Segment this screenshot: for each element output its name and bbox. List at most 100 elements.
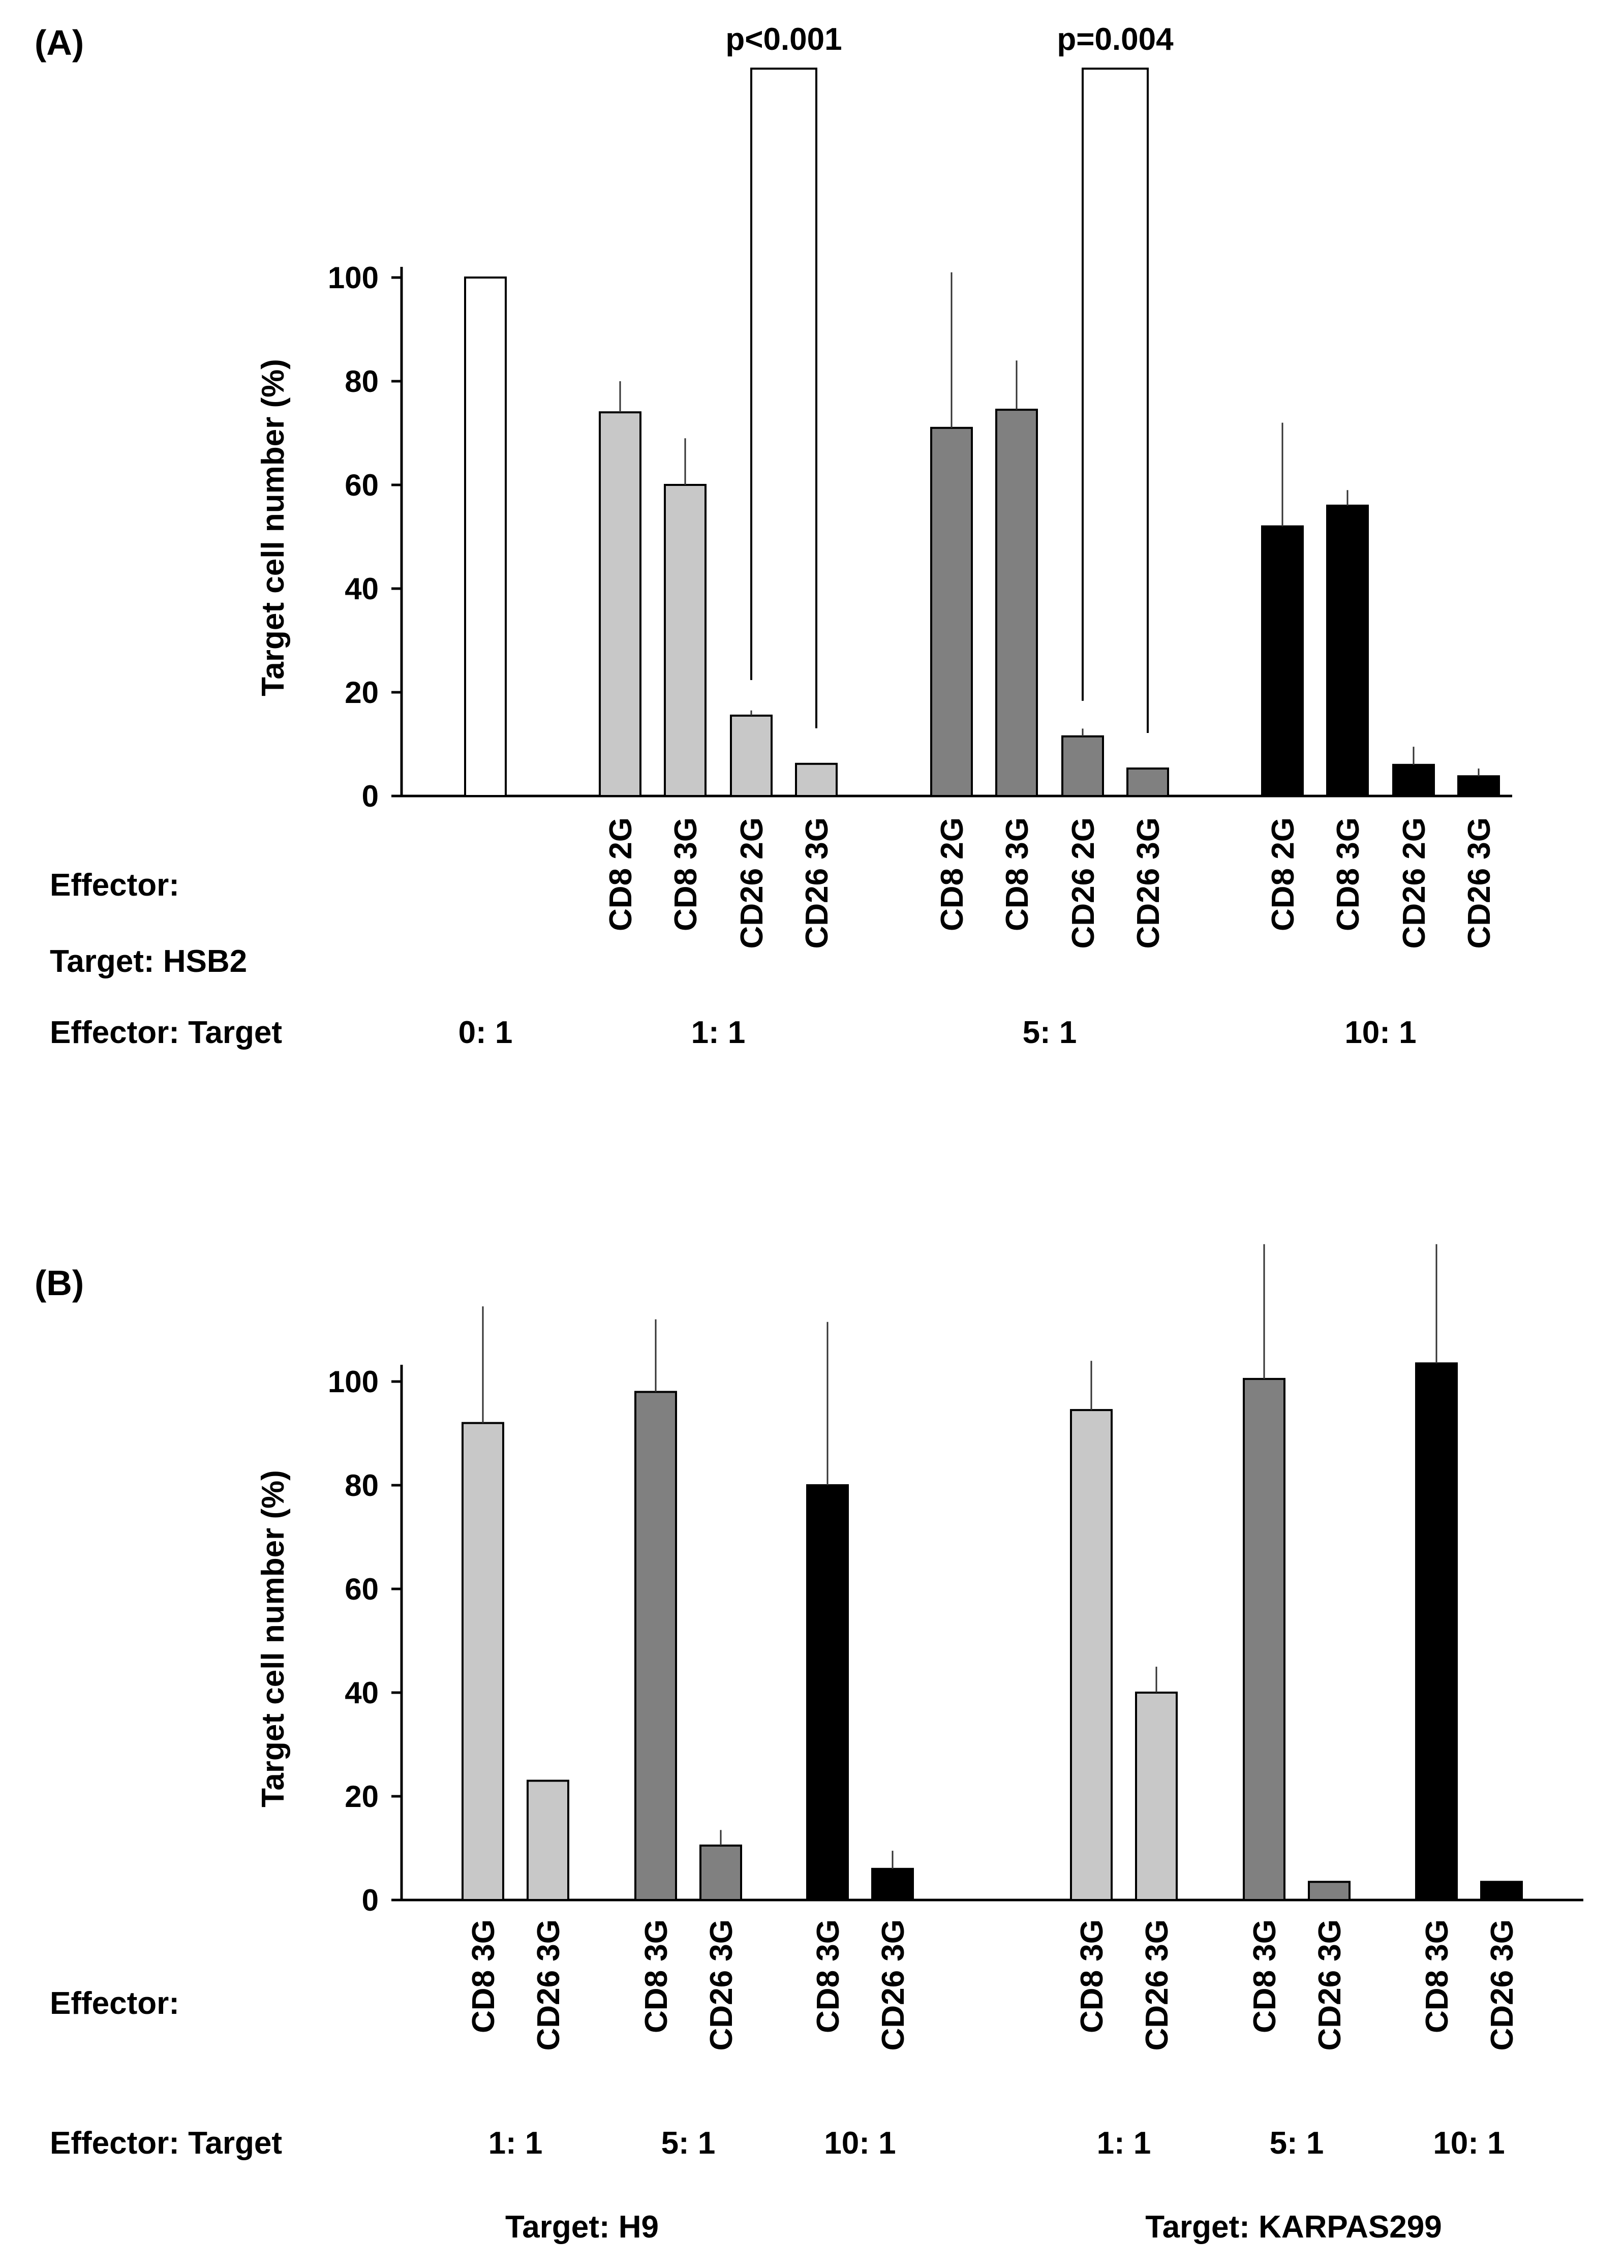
panel-a-bar bbox=[930, 426, 973, 797]
panel-a-bar-label: CD26 2G bbox=[1066, 817, 1101, 948]
panel-b-bar bbox=[462, 1422, 504, 1902]
panel-b-bar bbox=[1243, 1377, 1285, 1901]
panel-a-bar bbox=[664, 484, 707, 797]
panel-b-bar-label: CD26 3G bbox=[876, 1919, 911, 2050]
panel-b-bar-label: CD26 3G bbox=[1312, 1919, 1347, 2050]
panel-a: (A) Target cell number (%) 020406080100 … bbox=[35, 22, 1512, 1050]
panel-a-bar bbox=[464, 277, 507, 797]
panel-a-bars bbox=[464, 277, 1500, 798]
panel-a-bar-label: CD8 3G bbox=[1000, 817, 1035, 931]
panel-a-y-tick-label: 100 bbox=[328, 261, 379, 295]
panel-b-y-tick-label: 20 bbox=[345, 1780, 379, 1814]
panel-b-bar-label: CD8 3G bbox=[1420, 1919, 1455, 2033]
panel-a-significance-bracket bbox=[750, 68, 817, 728]
panel-a-effector-row-label: Effector: bbox=[50, 868, 179, 903]
panel-a-bar bbox=[730, 714, 773, 798]
panel-b: (B) Target cell number (%) 020406080100 … bbox=[35, 1244, 1583, 2245]
panel-b-bar bbox=[806, 1484, 849, 1901]
panel-b-bar bbox=[1480, 1881, 1523, 1902]
panel-b-bar bbox=[1415, 1362, 1458, 1901]
panel-a-bar-label: CD26 2G bbox=[1397, 817, 1432, 948]
panel-a-significance-bracket bbox=[1082, 68, 1149, 733]
panel-b-bar bbox=[634, 1391, 677, 1901]
panel-b-axes: 0 20 40 60 80 100 bbox=[328, 1365, 1583, 1917]
panel-b-y-tick-label: 60 bbox=[345, 1572, 379, 1606]
panel-b-bar-label: CD26 3G bbox=[1140, 1919, 1175, 2050]
panel-a-ratio-labels: 0: 1 1: 1 5: 1 10: 1 bbox=[458, 1015, 1417, 1050]
panel-b-error-bars bbox=[482, 1244, 1437, 1869]
panel-a-target-label: Target: HSB2 bbox=[50, 944, 247, 979]
panel-b-bar bbox=[1070, 1409, 1113, 1902]
panel-b-bar-labels: CD8 3G CD26 3G CD8 3G CD26 3G CD8 3G CD26 3G C… bbox=[466, 1919, 1520, 2050]
panel-b-ratio-label: 5: 1 bbox=[661, 2126, 716, 2161]
panel-b-ratio-label: 1: 1 bbox=[488, 2126, 543, 2161]
panel-a-significance-brackets: p<0.001 p=0.004 bbox=[725, 22, 1174, 733]
panel-b-bar-label: CD26 3G bbox=[531, 1919, 566, 2050]
panel-a-bar-label: CD26 3G bbox=[1131, 817, 1166, 948]
panel-a-y-tick-label: 80 bbox=[345, 364, 379, 399]
panel-b-ratio-label: 10: 1 bbox=[1433, 2126, 1505, 2161]
panel-a-label: (A) bbox=[35, 23, 84, 63]
panel-a-y-tick-label: 40 bbox=[345, 572, 379, 606]
panel-b-bar bbox=[1308, 1881, 1351, 1902]
panel-a-ratio-label: 1: 1 bbox=[691, 1015, 746, 1050]
panel-b-ratio-row-label: Effector: Target bbox=[50, 2126, 282, 2161]
panel-b-bar bbox=[1135, 1692, 1178, 1901]
panel-a-p-value: p=0.004 bbox=[1057, 22, 1174, 57]
panel-a-y-axis-label: Target cell number (%) bbox=[256, 359, 291, 696]
panel-a-bar bbox=[795, 762, 838, 798]
panel-b-target-karpas299-label: Target: KARPAS299 bbox=[1145, 2210, 1442, 2245]
panel-a-y-tick-label: 60 bbox=[345, 468, 379, 502]
panel-a-bar bbox=[1392, 763, 1435, 798]
panel-a-ratio-label: 0: 1 bbox=[458, 1015, 513, 1050]
panel-a-ratio-label: 10: 1 bbox=[1344, 1015, 1416, 1050]
panel-b-bar-label: CD26 3G bbox=[1485, 1919, 1520, 2050]
panel-a-bar bbox=[1261, 525, 1304, 797]
panel-a-bar bbox=[1126, 767, 1169, 797]
panel-b-label: (B) bbox=[35, 1263, 84, 1303]
panel-b-bar bbox=[699, 1844, 742, 1901]
panel-b-y-tick-label: 80 bbox=[345, 1468, 379, 1503]
panel-a-bar bbox=[1326, 504, 1369, 797]
panel-a-y-tick-label: 20 bbox=[345, 676, 379, 710]
panel-b-bar bbox=[527, 1780, 569, 1901]
panel-a-bar-labels: CD8 2G CD8 3G CD26 2G CD26 3G CD8 2G CD8 3G CD… bbox=[603, 817, 1497, 948]
panel-a-error-bars bbox=[619, 272, 1480, 777]
panel-a-bar bbox=[599, 411, 641, 797]
panel-a-bar bbox=[1457, 775, 1500, 797]
panel-a-bar-label: CD8 3G bbox=[1331, 817, 1366, 931]
panel-b-bar-label: CD26 3G bbox=[704, 1919, 739, 2050]
panel-b-bars bbox=[462, 1362, 1523, 1902]
panel-a-ratio-row-label: Effector: Target bbox=[50, 1015, 282, 1050]
panel-a-bar-label: CD26 3G bbox=[800, 817, 835, 948]
panel-b-bar-label: CD8 3G bbox=[1247, 1919, 1282, 2033]
panel-b-ratio-label: 5: 1 bbox=[1270, 2126, 1324, 2161]
panel-a-bar-label: CD8 2G bbox=[1266, 817, 1301, 931]
panel-a-bar-label: CD8 2G bbox=[935, 817, 970, 931]
panel-b-ratio-label: 10: 1 bbox=[824, 2126, 896, 2161]
panel-b-y-tick-label: 100 bbox=[328, 1365, 379, 1399]
panel-b-ratio-label: 1: 1 bbox=[1097, 2126, 1151, 2161]
panel-b-y-tick-label: 40 bbox=[345, 1676, 379, 1710]
panel-b-target-h9-label: Target: H9 bbox=[505, 2210, 659, 2245]
panel-a-p-value: p<0.001 bbox=[725, 22, 842, 57]
panel-b-bar-label: CD8 3G bbox=[811, 1919, 846, 2033]
panel-a-bar bbox=[995, 409, 1038, 797]
panel-a-bar bbox=[1061, 735, 1104, 797]
panel-b-y-tick-label: 0 bbox=[362, 1883, 379, 1917]
panel-a-ratio-label: 5: 1 bbox=[1023, 1015, 1077, 1050]
panel-b-ratio-labels: 1: 1 5: 1 10: 1 1: 1 5: 1 10: 1 bbox=[488, 2126, 1505, 2161]
panel-b-effector-row-label: Effector: bbox=[50, 1986, 179, 2021]
panel-a-y-tick-label: 0 bbox=[362, 779, 379, 813]
panel-a-bar-label: CD8 3G bbox=[668, 817, 703, 931]
panel-b-bar-label: CD8 3G bbox=[639, 1919, 674, 2033]
panel-a-axes: 0 20 40 60 80 100 bbox=[328, 261, 1512, 813]
panel-a-bar-label: CD26 2G bbox=[734, 817, 770, 948]
panel-b-bar-label: CD8 3G bbox=[1075, 1919, 1110, 2033]
panel-b-bar-label: CD8 3G bbox=[466, 1919, 501, 2033]
panel-a-bar-label: CD26 3G bbox=[1462, 817, 1497, 948]
panel-b-y-axis-label: Target cell number (%) bbox=[256, 1470, 291, 1807]
panel-a-bar-label: CD8 2G bbox=[603, 817, 638, 931]
panel-b-bar bbox=[871, 1867, 914, 1902]
